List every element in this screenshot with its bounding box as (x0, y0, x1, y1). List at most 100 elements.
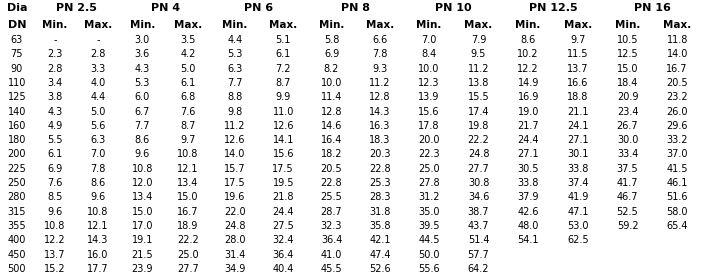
Text: 24.4: 24.4 (517, 135, 539, 145)
Text: 2.3: 2.3 (47, 49, 62, 59)
Text: Min.: Min. (42, 20, 67, 30)
Text: 18.4: 18.4 (617, 78, 638, 88)
Text: 9.8: 9.8 (227, 107, 242, 116)
Text: 20.5: 20.5 (321, 164, 343, 174)
Text: 22.2: 22.2 (468, 135, 489, 145)
Text: 355: 355 (8, 221, 26, 231)
Text: 12.8: 12.8 (321, 107, 343, 116)
Text: 15.6: 15.6 (272, 149, 294, 160)
Text: 23.9: 23.9 (131, 264, 153, 274)
Text: 28.3: 28.3 (369, 192, 390, 202)
Text: Min.: Min. (130, 20, 155, 30)
Text: 24.8: 24.8 (468, 149, 489, 160)
Text: 14.9: 14.9 (517, 78, 539, 88)
Text: 19.0: 19.0 (517, 107, 539, 116)
Text: 4.4: 4.4 (227, 35, 242, 45)
Text: 27.8: 27.8 (418, 178, 439, 188)
Text: Max.: Max. (663, 20, 691, 30)
Text: 14.1: 14.1 (272, 135, 294, 145)
Text: 13.4: 13.4 (177, 178, 199, 188)
Text: 13.8: 13.8 (468, 78, 489, 88)
Text: 35.0: 35.0 (418, 207, 439, 217)
Text: 13.7: 13.7 (567, 64, 588, 74)
Text: 4.4: 4.4 (91, 92, 105, 102)
Text: 31.4: 31.4 (224, 250, 246, 259)
Text: 19.1: 19.1 (131, 235, 153, 245)
Text: 8.7: 8.7 (275, 78, 291, 88)
Text: 19.8: 19.8 (468, 121, 489, 131)
Text: 16.9: 16.9 (517, 92, 539, 102)
Text: 12.1: 12.1 (177, 164, 199, 174)
Text: Max.: Max. (366, 20, 394, 30)
Text: 11.2: 11.2 (369, 78, 390, 88)
Text: 44.5: 44.5 (418, 235, 439, 245)
Text: 10.2: 10.2 (517, 49, 539, 59)
Text: 57.7: 57.7 (468, 250, 489, 259)
Text: 51.4: 51.4 (468, 235, 489, 245)
Text: 20.0: 20.0 (418, 135, 439, 145)
Text: 37.5: 37.5 (616, 164, 638, 174)
Text: 30.5: 30.5 (517, 164, 539, 174)
Text: 10.8: 10.8 (131, 164, 153, 174)
Text: 15.5: 15.5 (468, 92, 489, 102)
Text: 12.6: 12.6 (272, 121, 294, 131)
Text: 30.0: 30.0 (617, 135, 638, 145)
Text: 26.0: 26.0 (666, 107, 688, 116)
Text: Min.: Min. (615, 20, 640, 30)
Text: 6.9: 6.9 (324, 49, 339, 59)
Text: 24.1: 24.1 (567, 121, 588, 131)
Text: PN 10: PN 10 (435, 3, 472, 13)
Text: 25.0: 25.0 (177, 250, 199, 259)
Text: 21.8: 21.8 (272, 192, 294, 202)
Text: 450: 450 (8, 250, 26, 259)
Text: 250: 250 (8, 178, 26, 188)
Text: 8.8: 8.8 (227, 92, 242, 102)
Text: 27.7: 27.7 (468, 164, 489, 174)
Text: Min.: Min. (319, 20, 344, 30)
Text: 225: 225 (8, 164, 26, 174)
Text: 45.5: 45.5 (321, 264, 343, 274)
Text: 7.9: 7.9 (471, 35, 486, 45)
Text: 6.7: 6.7 (135, 107, 150, 116)
Text: 32.3: 32.3 (321, 221, 343, 231)
Text: 315: 315 (8, 207, 26, 217)
Text: 3.5: 3.5 (180, 35, 196, 45)
Text: 38.7: 38.7 (468, 207, 489, 217)
Text: 22.8: 22.8 (321, 178, 343, 188)
Text: 15.7: 15.7 (224, 164, 246, 174)
Text: 18.2: 18.2 (321, 149, 343, 160)
Text: 59.2: 59.2 (616, 221, 638, 231)
Text: PN 2.5: PN 2.5 (56, 3, 97, 13)
Text: 52.6: 52.6 (369, 264, 391, 274)
Text: 21.5: 21.5 (131, 250, 153, 259)
Text: 21.1: 21.1 (567, 107, 588, 116)
Text: 9.6: 9.6 (91, 192, 105, 202)
Text: 63: 63 (11, 35, 23, 45)
Text: 2.8: 2.8 (91, 49, 106, 59)
Text: 7.8: 7.8 (91, 164, 106, 174)
Text: 27.1: 27.1 (567, 135, 589, 145)
Text: 51.6: 51.6 (666, 192, 688, 202)
Text: 7.8: 7.8 (372, 49, 388, 59)
Text: 40.4: 40.4 (272, 264, 294, 274)
Text: 11.5: 11.5 (567, 49, 588, 59)
Text: 6.3: 6.3 (91, 135, 105, 145)
Text: 39.5: 39.5 (418, 221, 439, 231)
Text: 62.5: 62.5 (567, 235, 589, 245)
Text: 9.6: 9.6 (135, 149, 150, 160)
Text: 5.1: 5.1 (275, 35, 291, 45)
Text: 12.5: 12.5 (616, 49, 638, 59)
Text: -: - (96, 35, 100, 45)
Text: 2.8: 2.8 (47, 64, 62, 74)
Text: 27.5: 27.5 (272, 221, 294, 231)
Text: 20.3: 20.3 (369, 149, 390, 160)
Text: 6.9: 6.9 (48, 164, 62, 174)
Text: 6.6: 6.6 (372, 35, 388, 45)
Text: 180: 180 (8, 135, 26, 145)
Text: 36.4: 36.4 (272, 250, 294, 259)
Text: 14.6: 14.6 (321, 121, 342, 131)
Text: 32.4: 32.4 (272, 235, 294, 245)
Text: 9.7: 9.7 (180, 135, 196, 145)
Text: 6.8: 6.8 (180, 92, 196, 102)
Text: 17.4: 17.4 (468, 107, 489, 116)
